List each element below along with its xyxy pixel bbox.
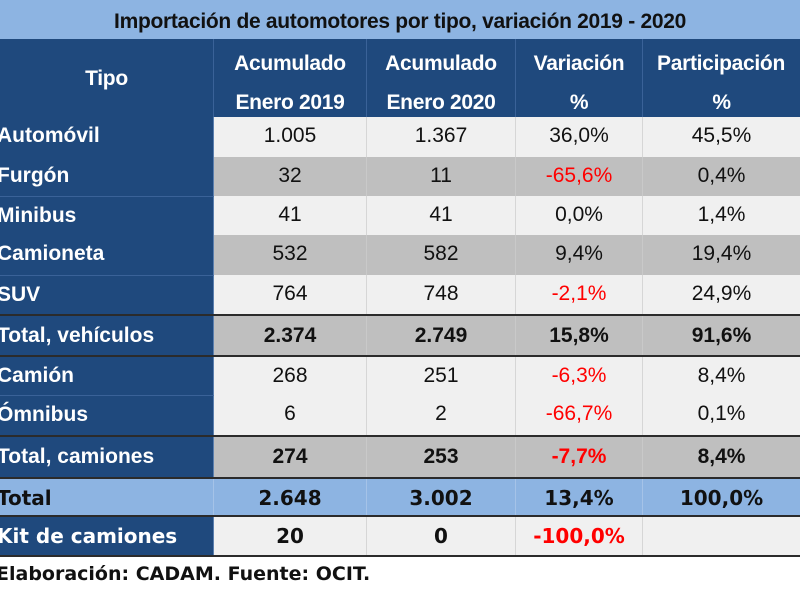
cell-enero-2019: 764	[214, 275, 367, 314]
cell-variacion: -6,3%	[516, 357, 643, 395]
cell-variacion: -2,1%	[516, 275, 643, 314]
title-band	[0, 0, 800, 39]
cell-enero-2020: 582	[367, 235, 516, 275]
header-tipo: Tipo	[0, 39, 214, 117]
cell-enero-2020: 3.002	[367, 479, 516, 515]
header-tipo-label: Tipo	[85, 67, 128, 90]
cell-participacion: 24,9%	[643, 275, 800, 314]
cell-enero-2019: 6	[214, 395, 367, 435]
cell-enero-2020: 0	[367, 517, 516, 555]
cell-enero-2019: 20	[214, 517, 367, 555]
cell-participacion: 91,6%	[643, 316, 800, 355]
table-row: Automóvil 1.005 1.367 36,0% 45,5%	[0, 117, 800, 157]
table-title: Importación de automotores por tipo, var…	[114, 10, 686, 33]
cell-participacion: 0,4%	[643, 157, 800, 196]
cell-variacion: 36,0%	[516, 117, 643, 157]
tipo-label: Camioneta	[0, 242, 105, 265]
tipo-label: Camión	[0, 364, 75, 387]
table-row: Total, camiones 274 253 -7,7% 8,4%	[0, 435, 800, 477]
cell-enero-2019: 2.648	[214, 479, 367, 515]
cell-participacion: 100,0%	[643, 479, 800, 515]
header-line1: Acumulado	[385, 52, 497, 75]
cell-participacion	[643, 517, 800, 555]
cell-variacion: 15,8%	[516, 316, 643, 355]
cell-variacion: -66,7%	[516, 395, 643, 435]
cell-participacion: 1,4%	[643, 196, 800, 235]
header-acumulado-2020: Acumulado Enero 2020	[367, 39, 516, 117]
cell-tipo: Minibus	[0, 196, 214, 235]
cell-variacion: -65,6%	[516, 157, 643, 196]
table-row: Total 2.648 3.002 13,4% 100,0%	[0, 477, 800, 517]
cell-tipo: Automóvil	[0, 117, 214, 157]
cell-participacion: 0,1%	[643, 395, 800, 435]
cell-enero-2020: 2.749	[367, 316, 516, 355]
cell-enero-2019: 2.374	[214, 316, 367, 355]
cell-tipo: Total, vehículos	[0, 316, 214, 355]
table-header: Tipo Acumulado Enero 2019 Acumulado Ener…	[0, 39, 800, 117]
tipo-label: Automóvil	[0, 124, 100, 147]
cell-enero-2019: 268	[214, 357, 367, 395]
cell-enero-2019: 1.005	[214, 117, 367, 157]
tipo-label: Minibus	[0, 204, 77, 227]
header-acumulado-2019: Acumulado Enero 2019	[214, 39, 367, 117]
cell-enero-2020: 251	[367, 357, 516, 395]
table-row: Camión 268 251 -6,3% 8,4%	[0, 355, 800, 395]
cell-enero-2020: 11	[367, 157, 516, 196]
cell-tipo: Furgón	[0, 157, 214, 196]
cell-enero-2019: 41	[214, 196, 367, 235]
header-line2: %	[569, 91, 589, 114]
table-row: Camioneta 532 582 9,4% 19,4%	[0, 235, 800, 275]
tipo-label: SUV	[0, 283, 41, 306]
tipo-label: Total, vehículos	[0, 324, 155, 347]
cell-enero-2019: 532	[214, 235, 367, 275]
header-variacion: Variación %	[516, 39, 643, 117]
header-participacion: Participación %	[643, 39, 800, 117]
header-line2: Enero 2019	[235, 91, 345, 114]
table-row: Ómnibus 6 2 -66,7% 0,1%	[0, 395, 800, 435]
tipo-label: Total	[0, 486, 52, 510]
table-row: Minibus 41 41 0,0% 1,4%	[0, 196, 800, 235]
table-row: Furgón 32 11 -65,6% 0,4%	[0, 157, 800, 196]
cell-participacion: 8,4%	[643, 357, 800, 395]
header-line1: Participación	[657, 52, 785, 75]
cell-enero-2020: 2	[367, 395, 516, 435]
cell-enero-2019: 274	[214, 437, 367, 477]
table-row: Kit de camiones 20 0 -100,0%	[0, 517, 800, 557]
tipo-label: Furgón	[0, 164, 70, 187]
table-row: Total, vehículos 2.374 2.749 15,8% 91,6%	[0, 314, 800, 355]
cell-enero-2020: 41	[367, 196, 516, 235]
tipo-label: Total, camiones	[0, 445, 155, 468]
cell-enero-2019: 32	[214, 157, 367, 196]
cell-enero-2020: 253	[367, 437, 516, 477]
cell-variacion: 13,4%	[516, 479, 643, 515]
cell-variacion: 0,0%	[516, 196, 643, 235]
header-line1: Acumulado	[234, 52, 346, 75]
table-row: SUV 764 748 -2,1% 24,9%	[0, 275, 800, 314]
source-footer: Elaboración: CADAM. Fuente: OCIT.	[0, 563, 371, 585]
cell-variacion: -100,0%	[516, 517, 643, 555]
cell-tipo: Ómnibus	[0, 395, 214, 435]
header-line2: Enero 2020	[386, 91, 496, 114]
cell-tipo: SUV	[0, 275, 214, 314]
cell-tipo: Total, camiones	[0, 437, 214, 477]
header-line1: Variación	[533, 52, 625, 75]
cell-tipo: Camión	[0, 357, 214, 395]
tipo-label: Kit de camiones	[0, 524, 178, 548]
cell-participacion: 19,4%	[643, 235, 800, 275]
header-line2: %	[712, 91, 731, 114]
cell-participacion: 8,4%	[643, 437, 800, 477]
cell-enero-2020: 1.367	[367, 117, 516, 157]
cell-enero-2020: 748	[367, 275, 516, 314]
cell-variacion: 9,4%	[516, 235, 643, 275]
tipo-label: Ómnibus	[0, 403, 89, 426]
cell-tipo: Camioneta	[0, 235, 214, 275]
cell-participacion: 45,5%	[643, 117, 800, 157]
cell-variacion: -7,7%	[516, 437, 643, 477]
cell-tipo: Total	[0, 479, 214, 515]
cell-tipo: Kit de camiones	[0, 517, 214, 555]
